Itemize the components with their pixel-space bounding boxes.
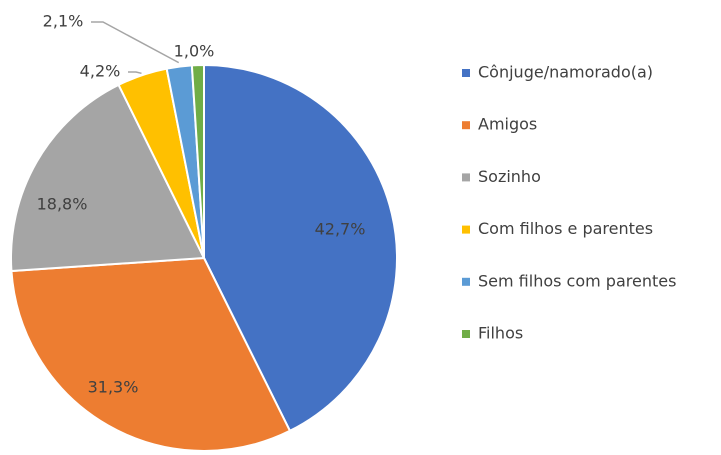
data-label: 31,3% (88, 378, 139, 397)
legend-label: Sozinho (478, 167, 541, 186)
data-label: 18,8% (37, 195, 88, 214)
legend-swatch (462, 277, 470, 286)
legend-swatch (462, 69, 470, 77)
legend-label: Cônjuge/namorado(a) (478, 63, 653, 82)
data-label: 42,7% (315, 220, 366, 239)
legend-label: Filhos (478, 324, 523, 343)
legend-swatch (462, 330, 470, 338)
data-label: 2,1% (43, 12, 84, 31)
legend-swatch (462, 173, 470, 182)
data-label: 1,0% (174, 42, 215, 61)
pie-slice (10, 83, 206, 273)
legend-swatch (462, 225, 470, 234)
legend-swatch (462, 121, 470, 130)
pie-slice (10, 256, 292, 452)
legend-label: Com filhos e parentes (478, 219, 653, 238)
data-label: 4,2% (80, 62, 121, 81)
pie-slice (190, 63, 205, 259)
leader-line (91, 21, 180, 64)
legend-label: Sem filhos com parentes (478, 271, 676, 290)
leader-line (128, 71, 142, 75)
legend-label: Amigos (478, 115, 537, 134)
pie-slice (203, 63, 398, 433)
